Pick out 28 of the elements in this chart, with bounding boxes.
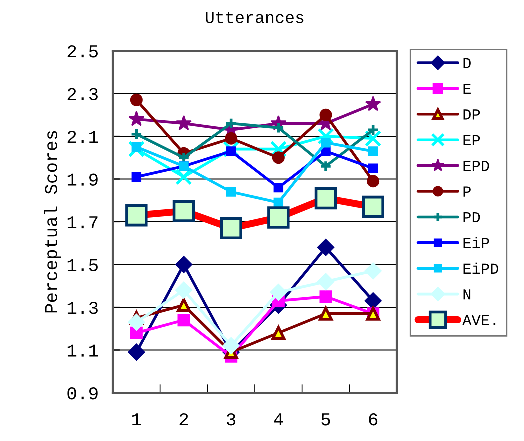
legend-label: D: [464, 58, 471, 68]
y-tick-label: 1.1: [68, 344, 98, 357]
x-tick-label: 2: [180, 413, 188, 426]
legend-label: N: [464, 290, 471, 300]
y-tick-label: 2.1: [68, 130, 98, 144]
y-tick-label: 1.3: [68, 302, 98, 314]
legend-label: DP: [464, 110, 480, 120]
y-tick-label: 1.9: [68, 174, 98, 186]
x-tick-label: 3: [227, 413, 236, 426]
y-tick-label: 2.3: [68, 88, 98, 100]
y-tick-label: 1.5: [68, 259, 98, 272]
x-tick-label: 1: [132, 414, 142, 426]
legend-label: EPD: [464, 161, 490, 172]
y-tick-label: 2.5: [68, 45, 98, 58]
y-axis-title: Perceptual Scores: [44, 131, 62, 313]
y-tick-label: 0.9: [68, 387, 98, 400]
chart-title: Utterances: [206, 12, 304, 24]
legend-label: EiPD: [464, 262, 498, 274]
legend-label: EiP: [464, 237, 490, 248]
legend-label: E: [464, 84, 471, 94]
legend-label: PD: [464, 212, 480, 223]
legend-label: P: [464, 186, 471, 197]
x-tick-label: 6: [369, 413, 378, 426]
x-tick-label: 4: [274, 414, 284, 426]
legend-label: EP: [464, 135, 480, 146]
legend-label: AVE.: [462, 315, 496, 326]
x-tick-label: 5: [322, 414, 330, 426]
y-tick-label: 1.7: [68, 216, 98, 229]
